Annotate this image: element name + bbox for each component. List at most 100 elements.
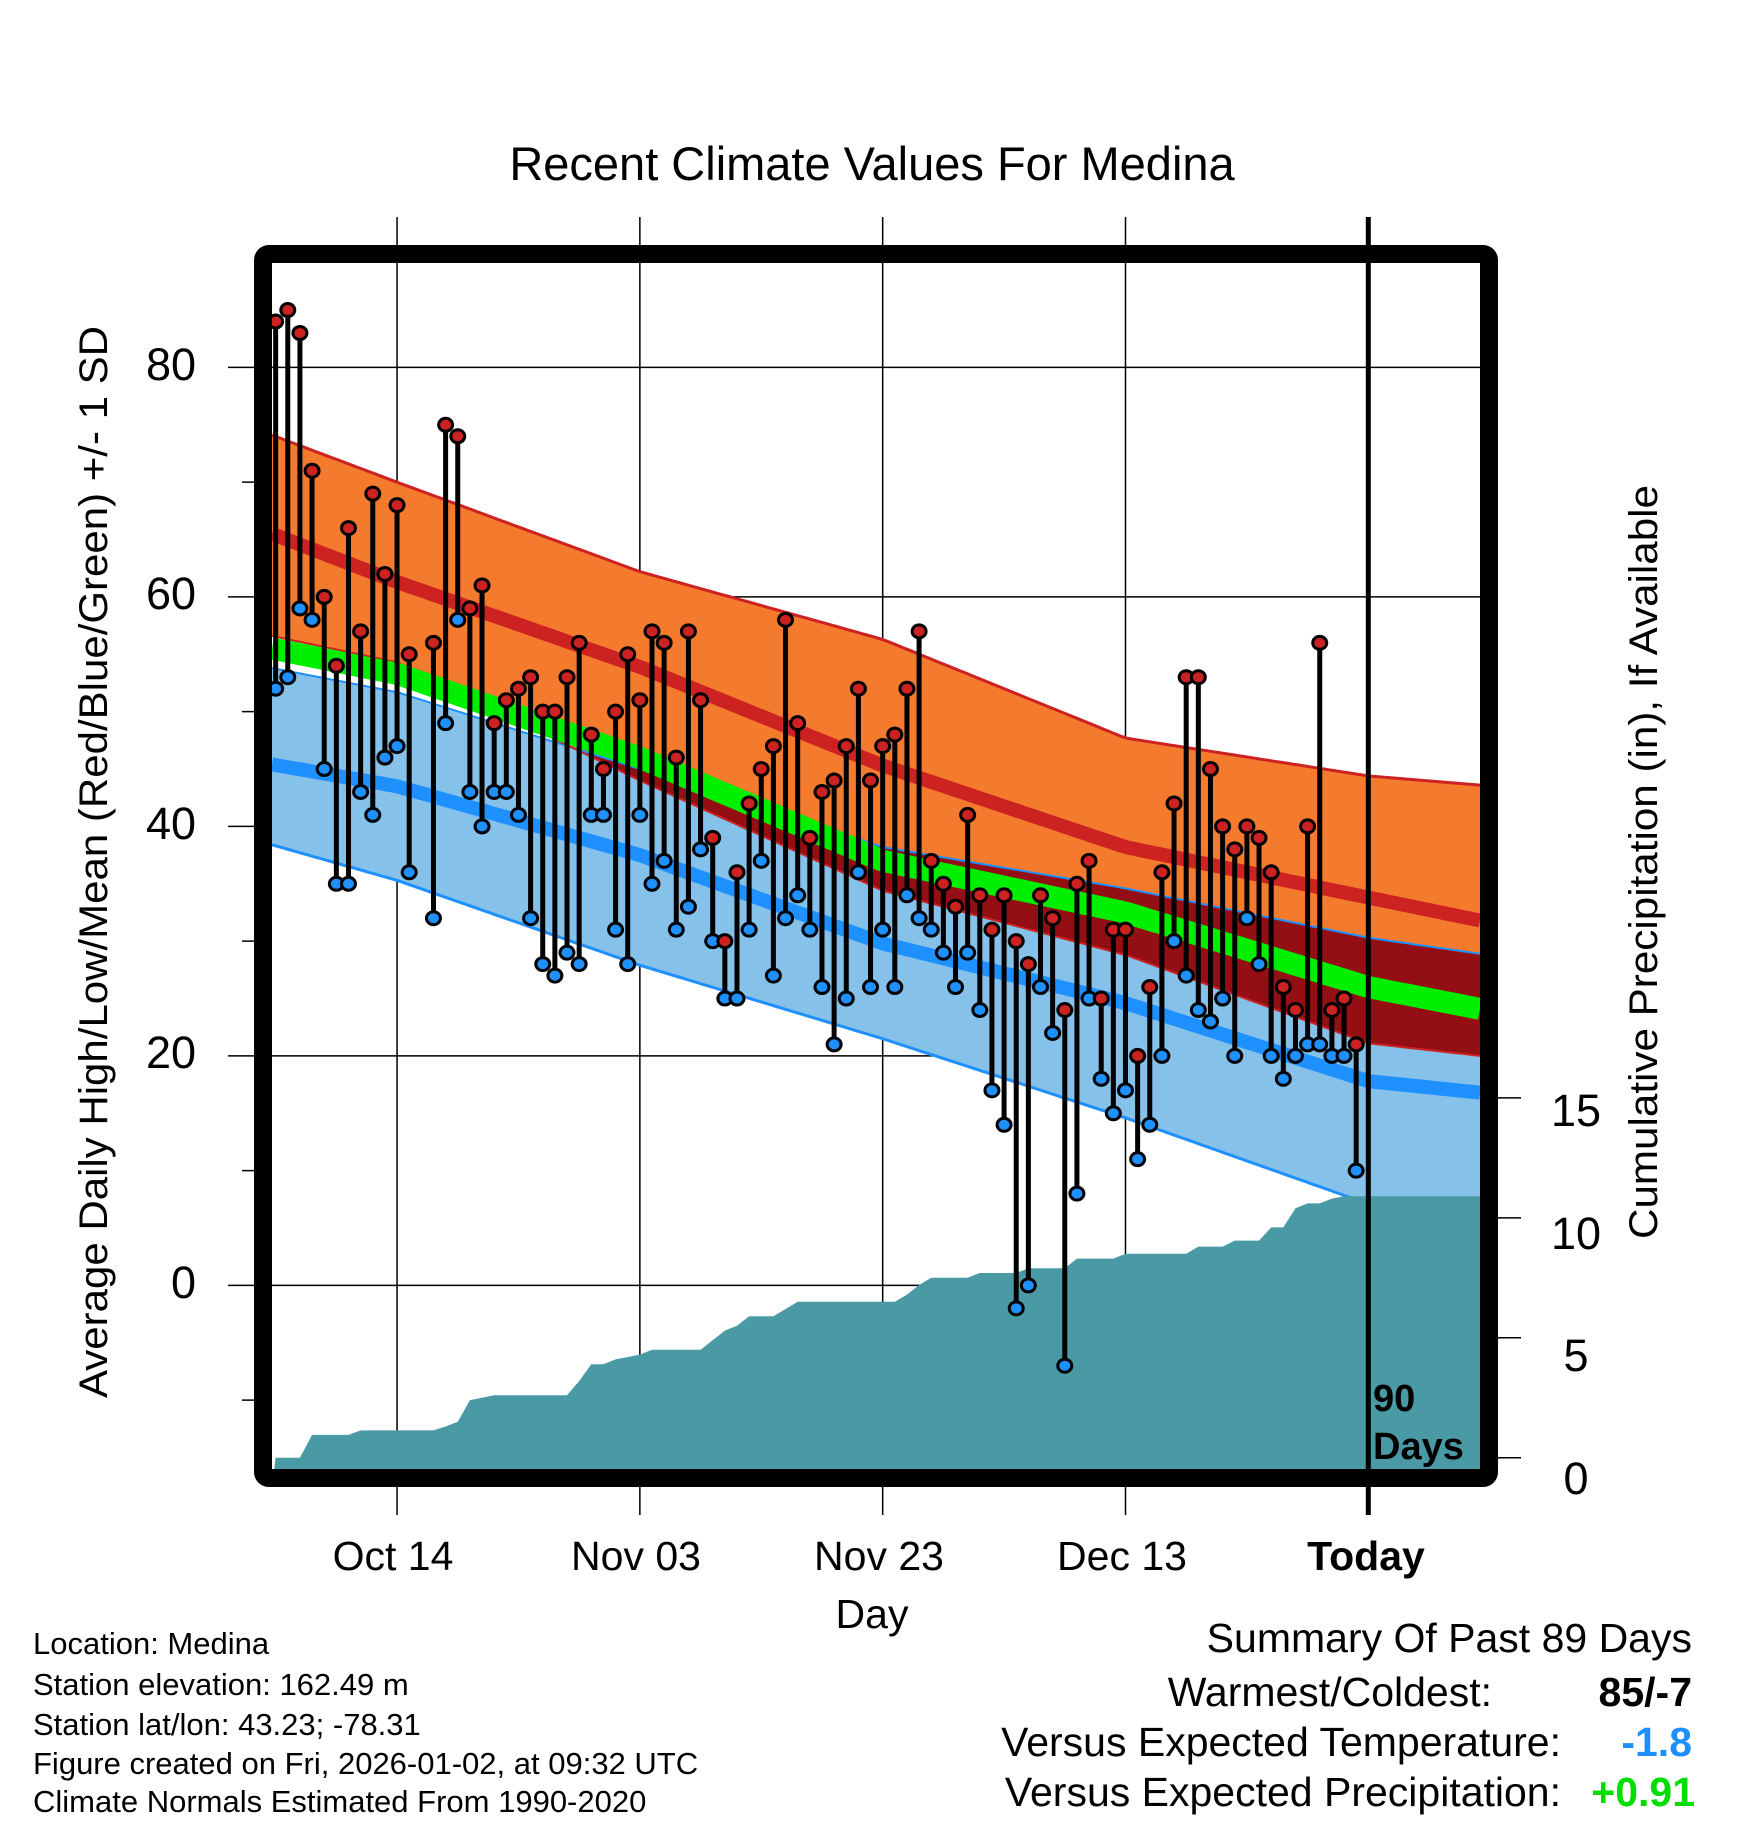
- daily-low-point: [1141, 1116, 1159, 1133]
- daily-high-point: [1274, 979, 1292, 996]
- daily-low-point: [594, 806, 612, 823]
- daily-high-point: [1311, 634, 1329, 651]
- x-tick-label: Oct 14: [333, 1533, 454, 1579]
- y2-tick-label: 15: [1551, 1085, 1601, 1136]
- y-tick-label: 40: [146, 798, 196, 849]
- daily-low-point: [1238, 910, 1256, 927]
- daily-low-point: [315, 761, 333, 778]
- daily-low-point: [849, 864, 867, 881]
- daily-low-point: [655, 852, 673, 869]
- y2-tick-label: 5: [1563, 1330, 1588, 1381]
- daily-low-point: [473, 818, 491, 835]
- daily-low-point: [509, 806, 527, 823]
- daily-observations: [272, 302, 1365, 1374]
- daily-high-point: [667, 749, 685, 766]
- daily-low-point: [522, 910, 540, 927]
- daily-low-point: [461, 783, 479, 800]
- x-tick-label: Nov 03: [571, 1533, 701, 1579]
- y-tick-label: 60: [146, 568, 196, 619]
- daily-high-point: [437, 416, 455, 433]
- daily-low-point: [424, 910, 442, 927]
- daily-high-point: [582, 726, 600, 743]
- daily-high-point: [1032, 887, 1050, 904]
- daily-high-point: [272, 313, 285, 330]
- daily-high-point: [752, 761, 770, 778]
- daily-low-point: [995, 1116, 1013, 1133]
- daily-high-point: [1226, 841, 1244, 858]
- daily-high-point: [692, 692, 710, 709]
- daily-low-point: [449, 611, 467, 628]
- daily-low-point: [1116, 1082, 1134, 1099]
- daily-low-point: [303, 611, 321, 628]
- daily-low-point: [364, 806, 382, 823]
- daily-high-point: [1129, 1047, 1147, 1064]
- daily-low-point: [1262, 1047, 1280, 1064]
- daily-high-point: [777, 611, 795, 628]
- daily-low-point: [279, 669, 297, 686]
- plot-area: [272, 302, 1480, 1469]
- daily-low-point: [1201, 1013, 1219, 1030]
- daily-low-point: [1335, 1047, 1353, 1064]
- daily-low-point: [352, 783, 370, 800]
- y-axis-label-right: Cumulative Precipitation (in), If Availa…: [1622, 485, 1666, 1239]
- daily-high-point: [1250, 829, 1268, 846]
- y-axis-label-left: Average Daily High/Low/Mean (Red/Blue/Gr…: [72, 326, 116, 1398]
- daily-high-point: [558, 669, 576, 686]
- x-axis-label: Day: [836, 1591, 909, 1637]
- daily-high-point: [898, 680, 916, 697]
- daily-low-point: [1153, 1047, 1171, 1064]
- daily-low-point: [1274, 1070, 1292, 1087]
- daily-high-point: [339, 520, 357, 537]
- daily-low-point: [740, 921, 758, 938]
- summary-precip-label: Versus Expected Precipitation:: [1005, 1769, 1561, 1815]
- daily-high-point: [862, 772, 880, 789]
- daily-high-point: [1092, 990, 1110, 1007]
- daily-low-point: [388, 738, 406, 755]
- daily-low-point: [667, 921, 685, 938]
- daily-high-point: [352, 623, 370, 640]
- daily-low-point: [801, 921, 819, 938]
- daily-high-point: [461, 600, 479, 617]
- daily-low-point: [728, 990, 746, 1007]
- daily-low-point: [1019, 1277, 1037, 1294]
- daily-low-point: [643, 875, 661, 892]
- daily-high-point: [947, 898, 965, 915]
- summary-precip-value: +0.91: [1591, 1769, 1695, 1815]
- x-tick-label: Nov 23: [814, 1533, 944, 1579]
- daily-high-point: [424, 634, 442, 651]
- daily-low-point: [886, 979, 904, 996]
- daily-low-point: [1177, 967, 1195, 984]
- daily-low-point: [1056, 1357, 1074, 1374]
- daily-high-point: [1080, 852, 1098, 869]
- daily-high-point: [740, 795, 758, 812]
- daily-high-point: [1262, 864, 1280, 881]
- daily-low-point: [910, 910, 928, 927]
- plot-frame: [254, 245, 1498, 1487]
- x-tick-label: Dec 13: [1057, 1533, 1187, 1579]
- daily-high-point: [655, 634, 673, 651]
- daily-low-point: [1068, 1185, 1086, 1202]
- daily-high-point: [485, 715, 503, 732]
- daily-high-point: [1286, 1002, 1304, 1019]
- daily-high-point: [509, 680, 527, 697]
- daily-low-point: [789, 887, 807, 904]
- daily-high-point: [910, 623, 928, 640]
- daily-high-point: [1068, 875, 1086, 892]
- daily-low-point: [1226, 1047, 1244, 1064]
- daily-high-point: [959, 806, 977, 823]
- today-annotation-days: Days: [1373, 1426, 1464, 1468]
- daily-low-point: [1032, 979, 1050, 996]
- daily-high-point: [922, 852, 940, 869]
- daily-high-point: [728, 864, 746, 881]
- daily-high-point: [473, 577, 491, 594]
- daily-low-point: [1189, 1002, 1207, 1019]
- y-tick-label: 20: [146, 1027, 196, 1078]
- daily-high-point: [279, 302, 297, 319]
- daily-high-point: [764, 738, 782, 755]
- daily-low-point: [291, 600, 309, 617]
- summary-heading: Summary Of Past 89 Days: [1207, 1615, 1692, 1661]
- daily-high-point: [789, 715, 807, 732]
- summary-warmest-coldest-value: 85/-7: [1599, 1669, 1692, 1715]
- daily-high-point: [303, 462, 321, 479]
- y2-tick-label: 0: [1563, 1453, 1588, 1504]
